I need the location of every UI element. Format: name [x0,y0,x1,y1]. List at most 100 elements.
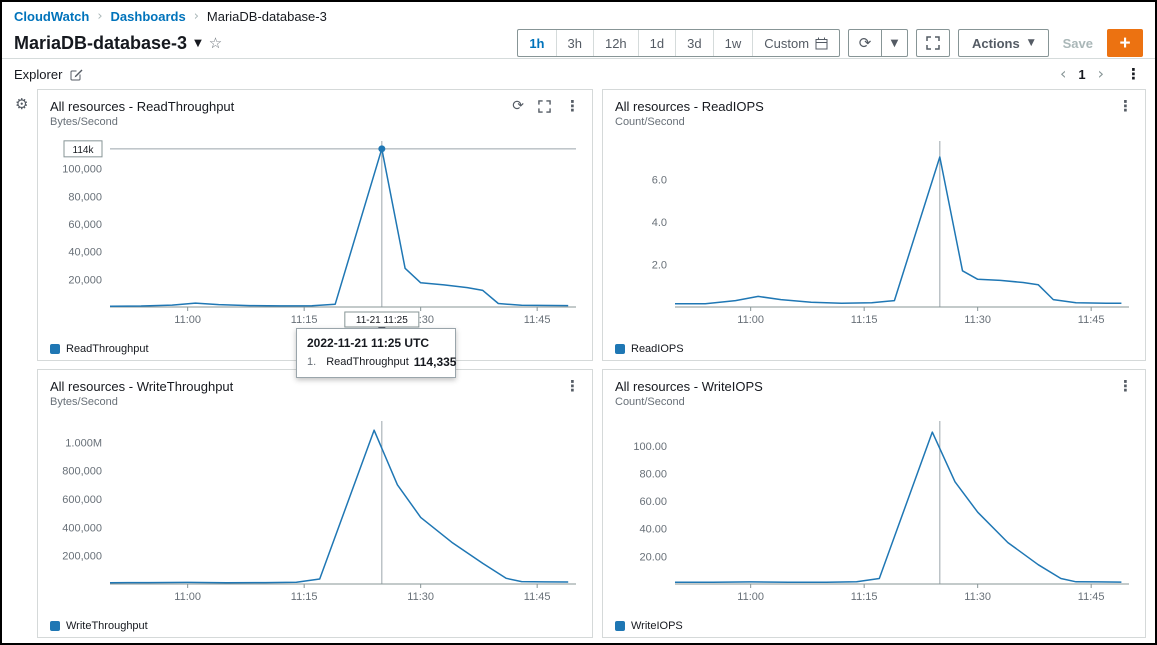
widget-write-throughput: All resources - WriteThroughput ⋮ Bytes/… [37,369,593,638]
breadcrumb-separator-icon: › [97,9,102,24]
read-iops-chart[interactable]: 11:0011:1511:3011:452.04.06.0 [603,131,1145,338]
chart-legend: WriteThroughput [38,615,592,637]
legend-label[interactable]: ReadThroughput [66,343,149,355]
actions-button[interactable]: Actions ▼ [958,29,1049,57]
range-1d-button[interactable]: 1d [638,30,675,56]
svg-text:11:45: 11:45 [1078,591,1105,603]
range-1w-button[interactable]: 1w [713,30,753,56]
explorer-label: Explorer [14,67,62,82]
range-1h-button[interactable]: 1h [518,30,555,56]
explorer-menu-icon[interactable]: ⋮ [1126,65,1141,83]
read-throughput-chart[interactable]: 11:0011:1511:3011:4520,00040,00060,00080… [38,131,592,338]
svg-text:11:00: 11:00 [174,314,201,326]
dashboard-header: MariaDB-database-3 ▼ ☆ 1h 3h 12h 1d 3d 1… [2,30,1155,59]
prev-page-icon[interactable]: ‹ [1060,66,1066,82]
refresh-icon: ⟳ [859,34,872,52]
widget-title: All resources - ReadThroughput [50,99,234,114]
svg-text:11:15: 11:15 [851,314,878,326]
svg-text:80,000: 80,000 [68,191,102,203]
fullscreen-icon [926,36,940,50]
range-12h-button[interactable]: 12h [593,30,638,56]
title-dropdown-caret-icon[interactable]: ▼ [194,38,202,49]
svg-text:6.0: 6.0 [652,174,667,186]
chart-legend: WriteIOPS [603,615,1145,637]
breadcrumb-dashboards[interactable]: Dashboards [111,9,186,24]
widget-read-throughput: All resources - ReadThroughput ⟳ ⋮ Bytes… [37,89,593,361]
custom-range-label: Custom [764,36,809,51]
legend-label[interactable]: WriteIOPS [631,620,683,632]
svg-text:2.0: 2.0 [652,259,667,271]
svg-text:20.00: 20.00 [639,551,667,563]
write-throughput-chart[interactable]: 11:0011:1511:3011:45200,000400,000600,00… [38,411,592,615]
settings-gear-icon[interactable]: ⚙ [15,95,28,113]
svg-text:11:45: 11:45 [524,314,551,326]
favorite-star-icon[interactable]: ☆ [209,34,222,52]
y-axis-label: Count/Second [603,116,1145,131]
widget-menu-icon[interactable]: ⋮ [1118,377,1133,395]
widget-title: All resources - WriteIOPS [615,379,763,394]
chart-legend: ReadIOPS [603,338,1145,360]
edit-icon[interactable] [70,68,83,81]
chevron-down-icon: ▼ [891,38,899,49]
explorer-bar: Explorer ‹ 1 › ⋮ [2,59,1155,89]
widget-read-iops: All resources - ReadIOPS ⋮ Count/Second … [602,89,1146,361]
refresh-button[interactable]: ⟳ [848,29,882,57]
tooltip-timestamp: 2022-11-21 11:25 UTC [297,329,455,353]
next-page-icon[interactable]: › [1098,66,1104,82]
y-axis-label: Bytes/Second [38,116,592,131]
svg-text:11:15: 11:15 [851,591,878,603]
svg-text:40.00: 40.00 [639,524,667,536]
legend-label[interactable]: WriteThroughput [66,620,148,632]
chevron-down-icon: ▼ [1028,38,1035,48]
svg-text:4.0: 4.0 [652,217,667,229]
tooltip-row-index: 1. [307,356,316,368]
widget-expand-icon[interactable] [538,100,551,113]
widget-title: All resources - WriteThroughput [50,379,233,394]
breadcrumb: CloudWatch › Dashboards › MariaDB-databa… [2,2,1155,30]
svg-text:40,000: 40,000 [68,247,102,259]
widget-refresh-icon[interactable]: ⟳ [512,98,524,114]
range-3d-button[interactable]: 3d [675,30,712,56]
range-3h-button[interactable]: 3h [556,30,593,56]
svg-text:11:00: 11:00 [174,591,201,603]
tooltip-series-label: ReadThroughput [326,356,409,368]
svg-text:800,000: 800,000 [62,466,102,478]
widget-menu-icon[interactable]: ⋮ [565,377,580,395]
widget-menu-icon[interactable]: ⋮ [1118,97,1133,115]
widget-menu-icon[interactable]: ⋮ [565,97,580,115]
svg-text:80.00: 80.00 [639,468,667,480]
legend-label[interactable]: ReadIOPS [631,343,684,355]
chart-canvas: 11:0011:1511:3011:452.04.06.0 [603,131,1145,333]
range-custom-button[interactable]: Custom [752,30,839,56]
time-range-group: 1h 3h 12h 1d 3d 1w Custom [517,29,840,57]
cloudwatch-dashboard-window: CloudWatch › Dashboards › MariaDB-databa… [2,2,1155,638]
calendar-icon [815,37,828,50]
svg-text:600,000: 600,000 [62,494,102,506]
svg-text:11-21 11:25: 11-21 11:25 [356,315,408,326]
svg-text:400,000: 400,000 [62,522,102,534]
widget-title: All resources - ReadIOPS [615,99,764,114]
svg-text:11:30: 11:30 [964,591,991,603]
write-iops-chart[interactable]: 11:0011:1511:3011:4520.0040.0060.0080.00… [603,411,1145,615]
refresh-split-button: ⟳ ▼ [848,29,908,57]
svg-text:100.00: 100.00 [633,441,667,453]
svg-text:100,000: 100,000 [62,164,102,176]
svg-text:11:00: 11:00 [737,314,764,326]
svg-text:200,000: 200,000 [62,551,102,563]
legend-swatch [50,621,60,631]
svg-text:11:45: 11:45 [524,591,551,603]
refresh-options-button[interactable]: ▼ [882,29,908,57]
svg-text:60,000: 60,000 [68,219,102,231]
breadcrumb-separator-icon: › [194,9,199,24]
svg-text:114k: 114k [73,145,95,156]
breadcrumb-cloudwatch[interactable]: CloudWatch [14,9,89,24]
svg-text:11:00: 11:00 [737,591,764,603]
add-widget-button[interactable]: + [1107,29,1143,57]
save-button[interactable]: Save [1057,36,1099,51]
fullscreen-button[interactable] [916,29,950,57]
y-axis-label: Bytes/Second [38,396,592,411]
page-title: MariaDB-database-3 [14,33,187,54]
widget-write-iops: All resources - WriteIOPS ⋮ Count/Second… [602,369,1146,638]
svg-text:11:45: 11:45 [1078,314,1105,326]
dashboard-content: ⚙ All resources - ReadThroughput ⟳ ⋮ Byt… [2,89,1155,638]
